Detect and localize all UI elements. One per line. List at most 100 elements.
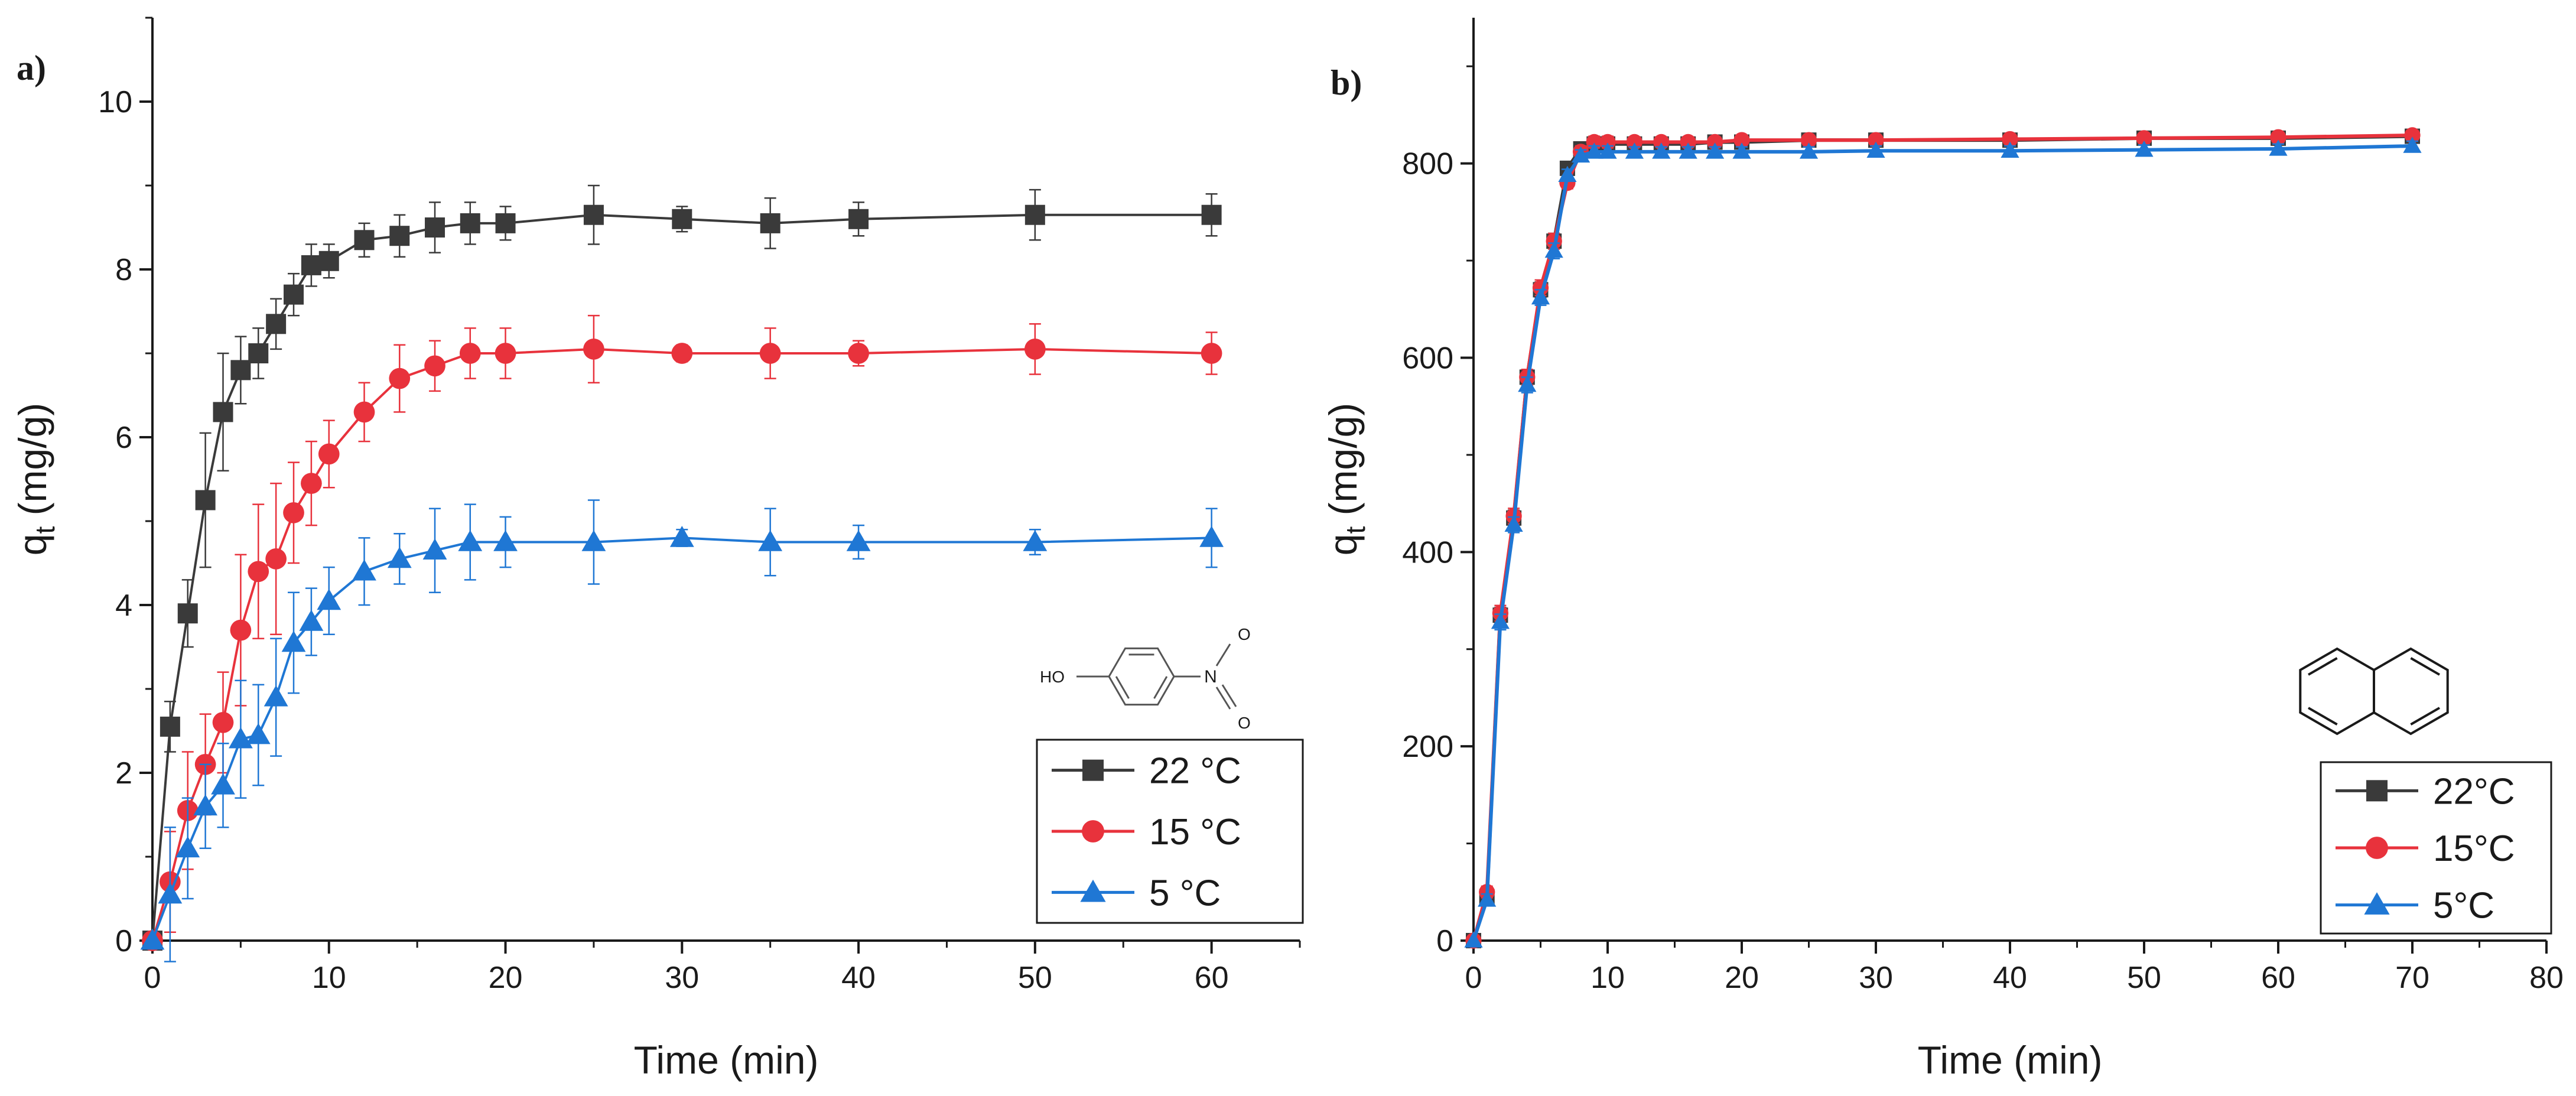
data-point — [1706, 142, 1725, 159]
data-point — [266, 314, 287, 334]
chart-panel-a: 0 10 20 30 40 50 60 0 2 4 6 8 10 Time (min) qt (mg/g) a… — [11, 17, 1304, 1082]
data-point — [495, 213, 516, 233]
legend-marker — [2366, 837, 2388, 859]
y-tick-label: 6 — [115, 421, 132, 455]
data-point — [422, 538, 447, 560]
legend-label: 15°C — [2433, 828, 2515, 869]
data-point — [1679, 142, 1697, 159]
data-point — [230, 360, 251, 380]
data-point — [283, 502, 304, 523]
series-2 — [140, 499, 1224, 962]
y-axis-title-main: q — [11, 534, 54, 556]
x-tick-label: 40 — [1993, 961, 2027, 995]
x-tick-label: 70 — [2395, 961, 2429, 995]
naphthalene-ring — [2373, 647, 2449, 736]
legend: 22 °C 15 °C 5 °C — [1036, 739, 1304, 924]
double-bond — [1153, 676, 1168, 699]
legend-label: 15 °C — [1149, 812, 1241, 853]
data-point — [581, 530, 606, 551]
data-point — [1024, 204, 1045, 225]
data-point — [672, 209, 692, 229]
data-point — [301, 255, 321, 275]
legend-marker — [1082, 759, 1104, 781]
x-tick-label: 60 — [2261, 961, 2295, 995]
x-axis-title: Time (min) — [1918, 1038, 2103, 1082]
data-point — [1680, 134, 1696, 151]
legend-label: 22 °C — [1149, 751, 1241, 792]
data-point — [2403, 136, 2422, 153]
data-point — [848, 343, 869, 364]
x-tick-label: 80 — [2529, 961, 2564, 995]
data-point — [669, 526, 694, 547]
bond — [1221, 684, 1237, 707]
data-point — [424, 355, 445, 377]
data-point — [1024, 339, 1046, 360]
data-point — [459, 343, 481, 364]
bond — [1215, 643, 1231, 666]
data-point — [458, 530, 483, 551]
y-axis-title-subscript: t — [30, 526, 60, 534]
data-point — [246, 723, 271, 744]
data-point — [140, 928, 165, 950]
double-bond — [2410, 707, 2440, 726]
data-point — [318, 443, 340, 465]
x-axis-title: Time (min) — [634, 1038, 819, 1082]
x-tick-label: 30 — [665, 961, 699, 995]
data-point — [1531, 288, 1550, 305]
data-point — [2270, 129, 2286, 145]
data-point — [2269, 139, 2288, 156]
legend: 22°C 15°C 5°C — [2320, 761, 2552, 935]
series-line — [151, 213, 1212, 941]
y-tick-label: 600 — [1402, 341, 1453, 375]
data-point — [318, 251, 339, 271]
naphthalene-structure — [2299, 647, 2449, 736]
bond — [1215, 687, 1231, 710]
legend-label: 22°C — [2433, 771, 2515, 812]
data-point — [352, 559, 376, 581]
data-point — [460, 213, 480, 233]
data-point — [299, 610, 324, 631]
y-tick-label: 8 — [115, 253, 132, 287]
data-point — [1799, 142, 1819, 159]
panel-label: a) — [17, 48, 46, 87]
data-point — [583, 339, 604, 360]
y-tick-label: 4 — [115, 588, 132, 623]
legend-marker — [2366, 780, 2388, 802]
y-tick-label: 400 — [1402, 535, 1453, 570]
data-point — [1199, 526, 1224, 547]
data-point — [160, 716, 180, 737]
data-point — [1626, 134, 1643, 151]
legend-marker — [1080, 879, 1106, 902]
series-line — [1472, 134, 2413, 941]
x-tick-label: 30 — [1859, 961, 1893, 995]
data-point — [1868, 132, 1884, 148]
data-point — [248, 343, 269, 363]
data-point — [284, 284, 304, 305]
data-point — [2136, 130, 2152, 147]
series-line — [151, 536, 1212, 941]
data-point — [211, 773, 235, 795]
series-0 — [142, 184, 1222, 951]
data-point — [1653, 134, 1670, 151]
data-point — [193, 794, 218, 816]
y-axis-title-unit: (mg/g) — [1321, 403, 1365, 526]
data-point — [264, 685, 288, 707]
y-tick-label: 0 — [1436, 924, 1453, 958]
data-point — [495, 343, 516, 364]
data-point — [158, 882, 183, 904]
x-tick-label: 0 — [144, 961, 161, 995]
data-point — [248, 561, 269, 583]
series-0 — [1466, 128, 2420, 948]
x-tick-label: 10 — [1591, 961, 1625, 995]
data-point — [848, 209, 869, 229]
series-line — [151, 347, 1212, 941]
double-bond — [2308, 657, 2338, 676]
y-axis-title: qt (mg/g) — [1321, 403, 1371, 556]
y-tick-label: 800 — [1402, 147, 1453, 181]
data-point — [1706, 134, 1723, 151]
data-point — [354, 230, 375, 251]
data-point — [760, 213, 780, 233]
data-point — [2002, 131, 2018, 148]
data-point — [1652, 142, 1671, 159]
